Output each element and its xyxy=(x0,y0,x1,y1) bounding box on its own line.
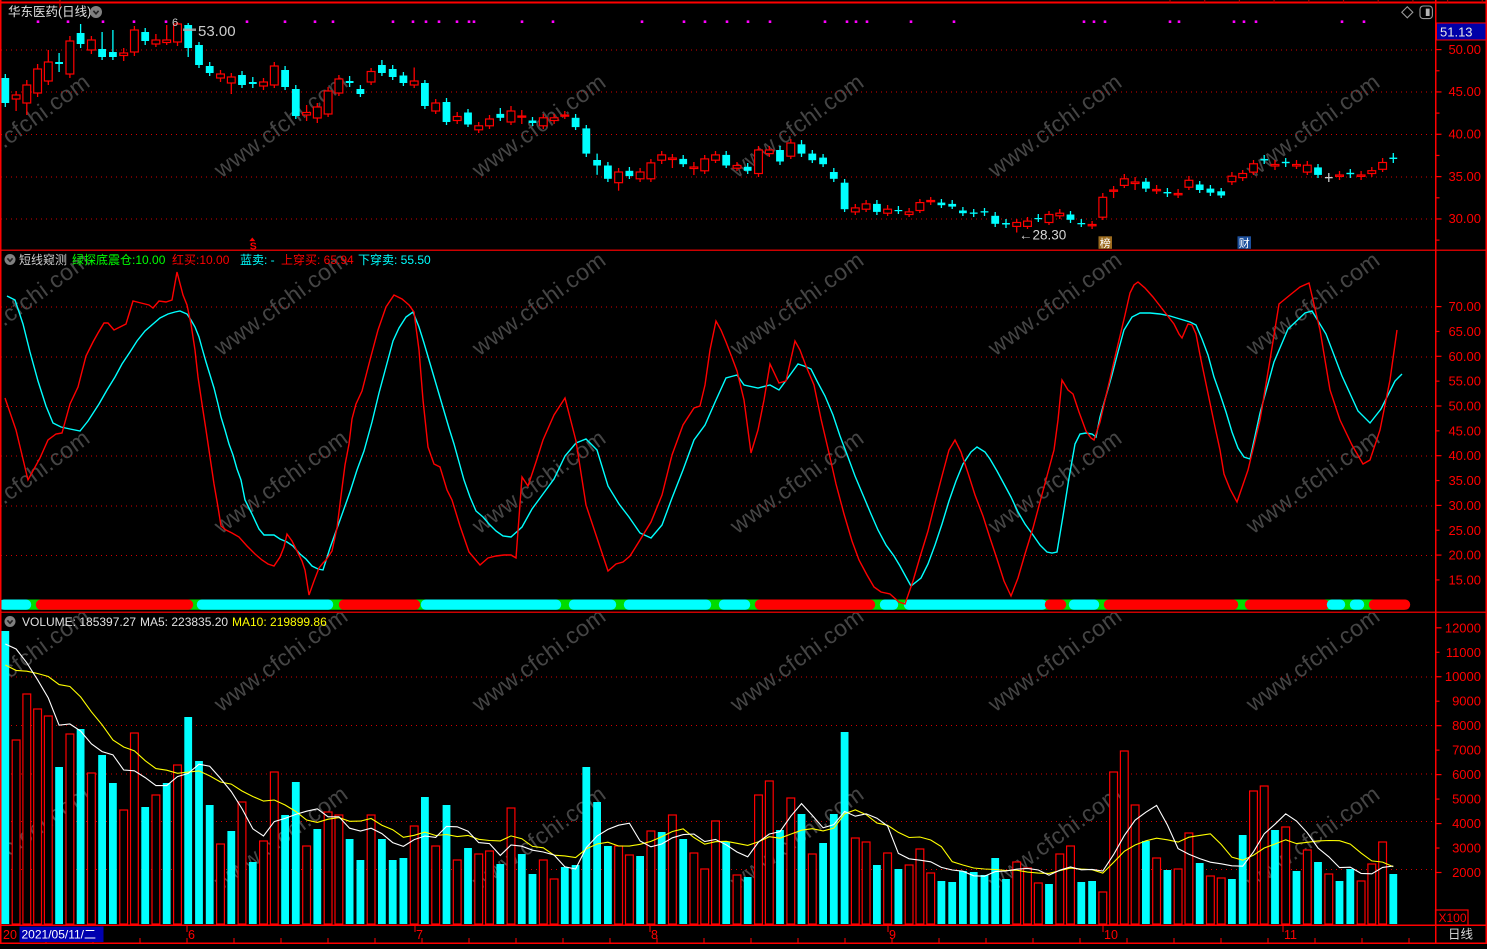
svg-text:3000: 3000 xyxy=(1452,841,1481,856)
svg-text:日线: 日线 xyxy=(1448,928,1474,942)
svg-text:5000: 5000 xyxy=(1452,792,1481,807)
svg-text:10: 10 xyxy=(1104,928,1118,942)
svg-text:50.00: 50.00 xyxy=(1448,42,1481,57)
svg-text:VOLUME: 185397.27: VOLUME: 185397.27 xyxy=(22,615,136,629)
svg-text:6: 6 xyxy=(172,17,178,29)
svg-text:9: 9 xyxy=(889,928,896,942)
svg-text:40.00: 40.00 xyxy=(1448,448,1481,463)
svg-text:53.00: 53.00 xyxy=(198,23,236,40)
svg-text:10000: 10000 xyxy=(1445,669,1481,684)
svg-text:S: S xyxy=(250,240,257,252)
svg-text:MA5: 223835.20: MA5: 223835.20 xyxy=(140,615,228,629)
svg-text:蓝卖: -: 蓝卖: - xyxy=(240,253,275,267)
svg-text:红买:10.00: 红买:10.00 xyxy=(172,252,230,267)
svg-text:←28.30: ←28.30 xyxy=(1019,228,1066,243)
svg-text:20: 20 xyxy=(3,928,17,942)
svg-text:8000: 8000 xyxy=(1452,718,1481,733)
svg-text:40.00: 40.00 xyxy=(1448,126,1481,141)
svg-text:短线窥测: 短线窥测 xyxy=(19,252,67,267)
svg-text:35.00: 35.00 xyxy=(1448,473,1481,488)
svg-text:6: 6 xyxy=(188,928,195,942)
svg-text:30.00: 30.00 xyxy=(1448,211,1481,226)
svg-text:15.00: 15.00 xyxy=(1448,572,1481,587)
svg-text:4000: 4000 xyxy=(1452,816,1481,831)
svg-text:70.00: 70.00 xyxy=(1448,299,1481,314)
svg-text:55.00: 55.00 xyxy=(1448,374,1481,389)
svg-text:2021/05/11/二: 2021/05/11/二 xyxy=(22,928,97,942)
svg-text:绿探底震仓:10.00: 绿探底震仓:10.00 xyxy=(72,252,166,267)
svg-text:MA10: 219899.86: MA10: 219899.86 xyxy=(232,615,327,629)
svg-text:35.00: 35.00 xyxy=(1448,169,1481,184)
svg-text:45.00: 45.00 xyxy=(1448,423,1481,438)
svg-text:6000: 6000 xyxy=(1452,767,1481,782)
svg-text:下穿卖: 55.50: 下穿卖: 55.50 xyxy=(358,252,431,267)
svg-text:20.00: 20.00 xyxy=(1448,548,1481,563)
svg-text:7: 7 xyxy=(416,928,423,942)
svg-text:榜: 榜 xyxy=(1100,236,1111,250)
svg-text:45.00: 45.00 xyxy=(1448,84,1481,99)
svg-text:2000: 2000 xyxy=(1452,865,1481,880)
svg-text:11: 11 xyxy=(1284,928,1297,942)
svg-text:60.00: 60.00 xyxy=(1448,349,1481,364)
svg-text:65.00: 65.00 xyxy=(1448,324,1481,339)
svg-text:9000: 9000 xyxy=(1452,694,1481,709)
svg-text:25.00: 25.00 xyxy=(1448,523,1481,538)
svg-text:50.00: 50.00 xyxy=(1448,399,1481,414)
svg-text:X100: X100 xyxy=(1439,911,1467,925)
svg-text:华东医药(日线): 华东医药(日线) xyxy=(8,4,91,19)
svg-text:30.00: 30.00 xyxy=(1448,498,1481,513)
svg-text:7000: 7000 xyxy=(1452,743,1481,758)
svg-text:51.13: 51.13 xyxy=(1440,25,1473,40)
svg-text:8: 8 xyxy=(651,928,658,942)
svg-text:上穿买: 65.94: 上穿买: 65.94 xyxy=(281,252,354,267)
svg-text:财: 财 xyxy=(1239,236,1250,250)
svg-text:11000: 11000 xyxy=(1446,645,1481,660)
svg-text:12000: 12000 xyxy=(1445,620,1481,635)
